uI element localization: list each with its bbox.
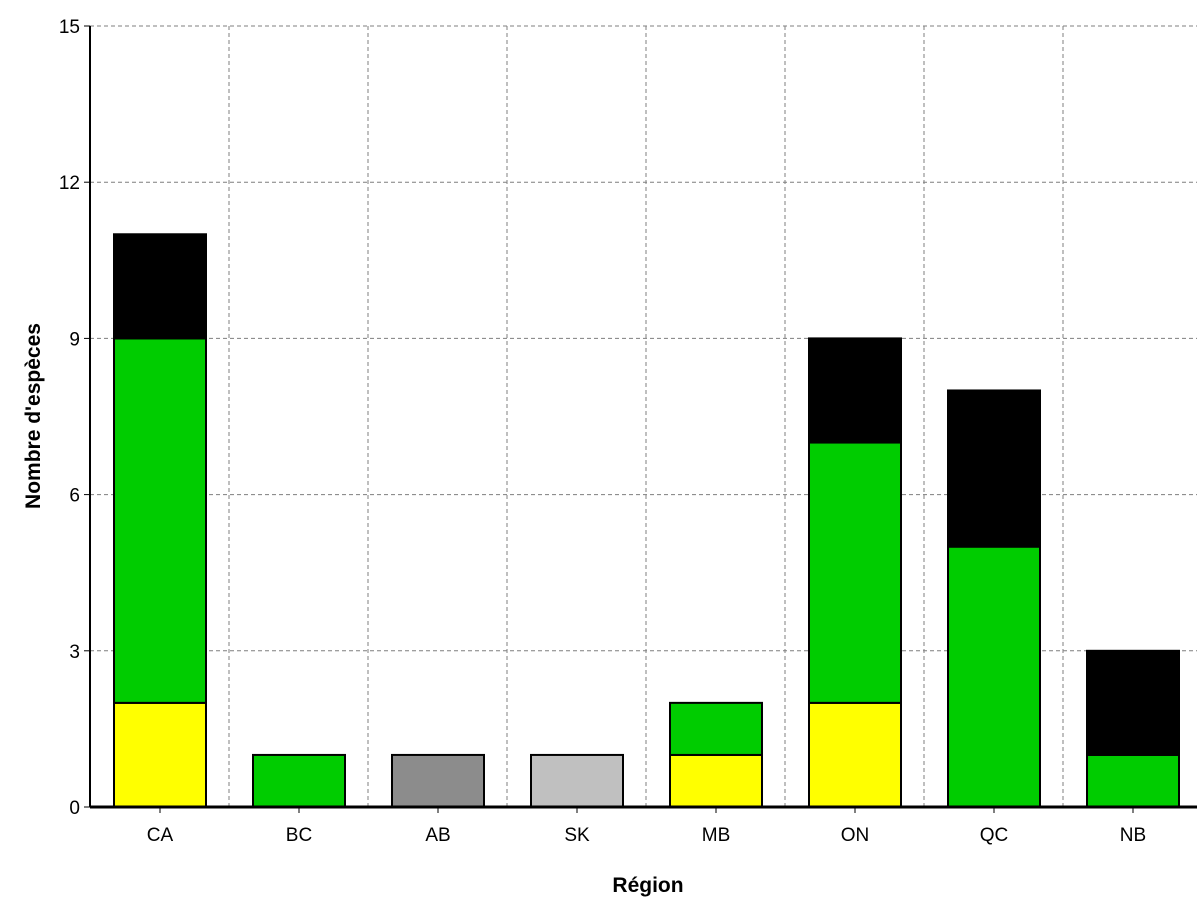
bars	[113, 233, 1180, 809]
y-tick-label: 3	[69, 642, 80, 663]
y-tick-label: 15	[59, 17, 80, 38]
x-tick-label: NB	[1120, 825, 1146, 846]
bar-segment	[1086, 649, 1180, 756]
x-tick-label: QC	[980, 825, 1009, 846]
bar-segment	[113, 233, 207, 340]
gridlines	[90, 25, 1197, 807]
axes	[89, 26, 1197, 809]
x-tick-labels: CA BC AB SK MB ON QC NB	[147, 807, 1146, 846]
y-tick-label: 9	[69, 329, 80, 350]
x-tick-label: ON	[841, 825, 870, 846]
bar-segment	[1086, 753, 1180, 809]
bar-segment	[669, 753, 763, 809]
x-axis-title: Région	[612, 874, 683, 897]
x-tick-label: MB	[702, 825, 731, 846]
y-tick-label: 0	[69, 798, 80, 819]
bar-segment	[252, 753, 346, 809]
bar-segment	[113, 701, 207, 808]
bar-segment	[530, 753, 624, 809]
y-tick-label: 6	[69, 486, 80, 507]
bar-segment	[808, 701, 902, 808]
bar-segment	[947, 545, 1041, 809]
x-tick-label: BC	[286, 825, 312, 846]
bar-segment	[669, 701, 763, 756]
bar-segment	[113, 337, 207, 704]
bar-segment	[947, 389, 1041, 548]
x-tick-label: AB	[425, 825, 450, 846]
x-tick-label: SK	[564, 825, 590, 846]
bar-segment	[808, 441, 902, 704]
y-tick-labels: 0 3 6 9 12 15	[59, 17, 90, 819]
x-tick-label: CA	[147, 825, 174, 846]
y-tick-label: 12	[59, 173, 80, 194]
bar-segment	[391, 753, 485, 809]
bar-segment	[808, 337, 902, 444]
y-axis-title: Nombre d'espèces	[22, 323, 45, 509]
